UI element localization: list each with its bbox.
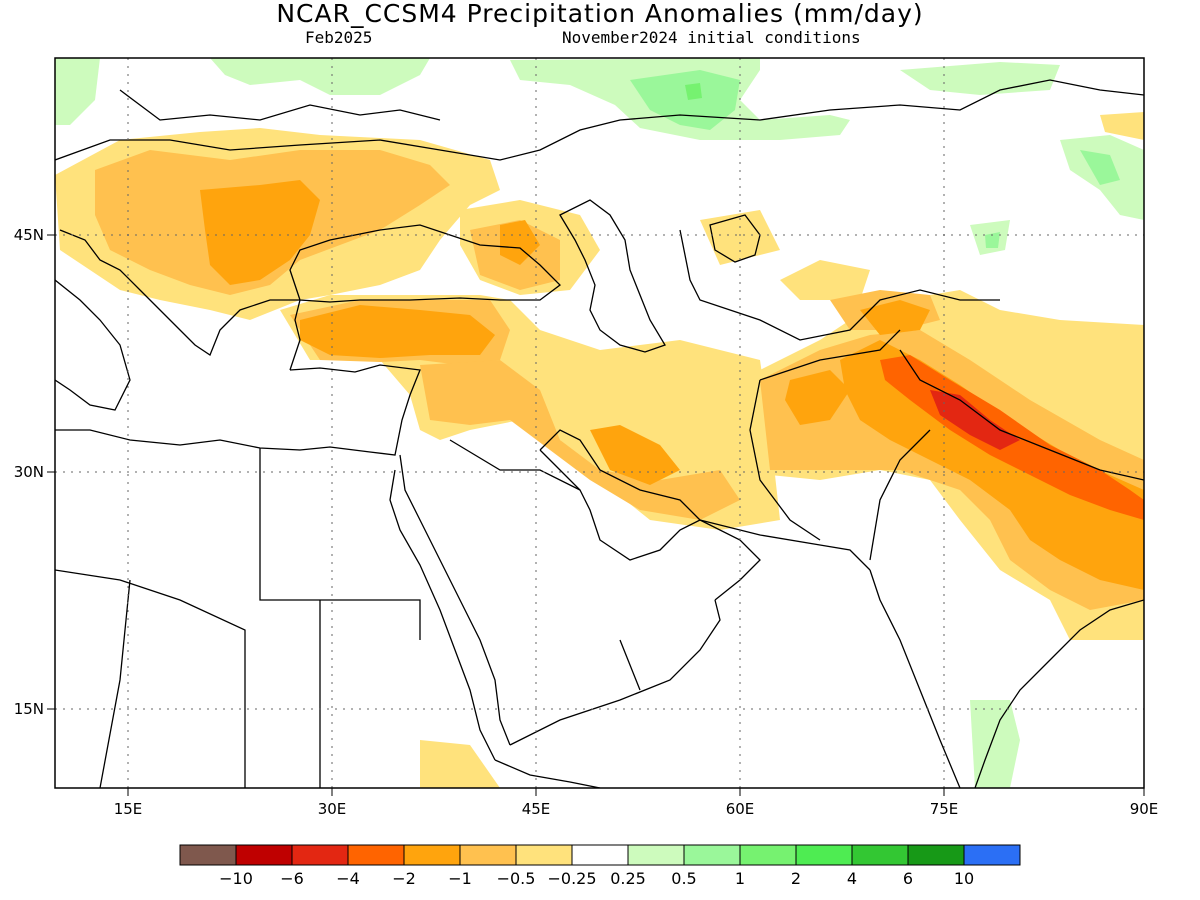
colorbar-label: 4 [847,869,857,888]
colorbar-swatch [627,844,685,866]
x-tick-label: 15E [114,800,143,818]
map-title: NCAR_CCSM4 Precipitation Anomalies (mm/d… [276,0,924,28]
colorbar-swatch [683,844,741,866]
plot-frame [54,57,1145,789]
colorbar-swatches [179,844,1021,866]
x-tick-label: 60E [726,800,755,818]
colorbar-label: −1 [448,869,472,888]
colorbar-swatch [235,844,293,866]
y-axis-labels: 45N 30N 15N [14,226,44,718]
gridlines [55,58,1144,788]
colorbar-swatch [403,844,461,866]
colorbar-label: −10 [219,869,253,888]
x-axis-labels: 15E 30E 45E 60E 75E 90E [114,800,1159,818]
colorbar-swatch [795,844,853,866]
colorbar-label: −6 [280,869,304,888]
initial-conditions: November2024 initial conditions [562,28,861,47]
y-tick-label: 45N [14,226,44,244]
colorbar-swatch [571,844,629,866]
tick-marks [47,234,1145,796]
colorbar-label: −2 [392,869,416,888]
colorbar-swatch [851,844,909,866]
x-tick-label: 75E [930,800,959,818]
colorbar-swatch [459,844,517,866]
colorbar-label: 6 [903,869,913,888]
x-tick-label: 90E [1130,800,1159,818]
anomaly-shading [55,58,1144,788]
x-tick-label: 30E [318,800,347,818]
colorbar-label: 10 [954,869,974,888]
colorbar: −10 −6 −4 −2 −1 −0.5 −0.25 0.25 0.5 1 2 4 6 10 [179,844,1021,888]
y-tick-label: 15N [14,700,44,718]
colorbar-label: −4 [336,869,360,888]
x-tick-label: 45E [522,800,551,818]
colorbar-swatch [179,844,237,866]
colorbar-swatch [739,844,797,866]
colorbar-swatch [515,844,573,866]
colorbar-label: 0.25 [610,869,646,888]
colorbar-swatch [907,844,965,866]
colorbar-label: −0.5 [497,869,536,888]
colorbar-swatch [963,844,1021,866]
colorbar-label: 2 [791,869,801,888]
colorbar-label: −0.25 [547,869,596,888]
colorbar-swatch [347,844,405,866]
colorbar-labels: −10 −6 −4 −2 −1 −0.5 −0.25 0.25 0.5 1 2 4 6 10 [219,869,974,888]
y-tick-label: 30N [14,463,44,481]
colorbar-label: 0.5 [671,869,696,888]
coastlines-and-borders [55,79,1144,788]
forecast-month: Feb2025 [305,28,373,47]
colorbar-label: 1 [735,869,745,888]
colorbar-swatch [291,844,349,866]
